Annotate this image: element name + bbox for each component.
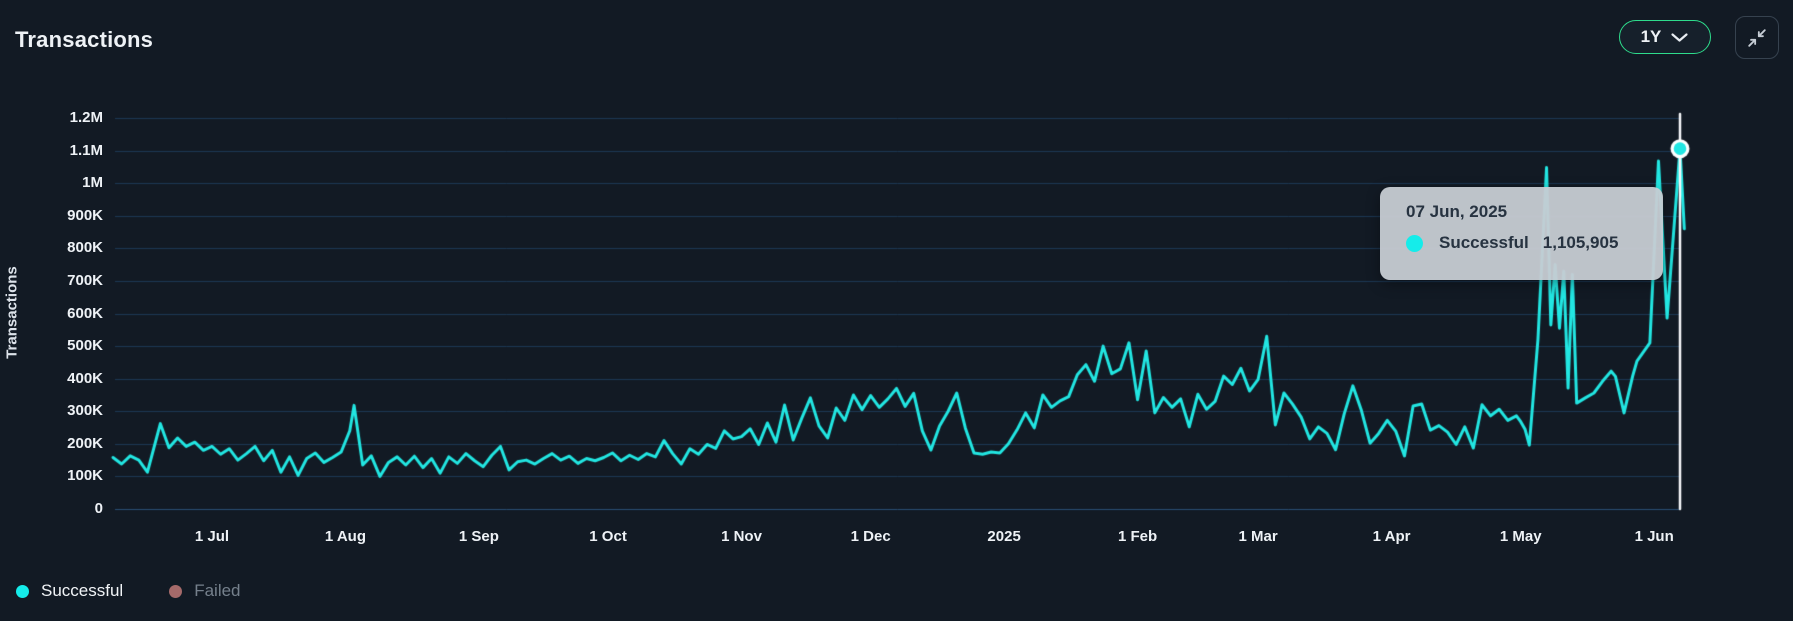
y-tick-label: 100K <box>67 467 103 485</box>
successful-legend-dot-icon <box>16 584 29 598</box>
y-tick-label: 1M <box>82 174 103 192</box>
chart-legend: Successful Failed <box>16 581 241 601</box>
x-tick-label: 1 Jun <box>1634 528 1674 545</box>
legend-label-failed: Failed <box>194 581 241 600</box>
successful-series-dot-icon <box>1406 234 1423 252</box>
y-tick-label: 1.2M <box>69 109 103 126</box>
x-tick-label: 1 Nov <box>721 528 762 545</box>
x-tick-label: 1 Sep <box>458 528 499 545</box>
x-tick-label: 1 May <box>1499 528 1542 545</box>
y-tick-label: 200K <box>67 434 103 452</box>
y-tick-label: 800K <box>67 239 103 257</box>
x-tick-label: 1 Oct <box>589 528 627 545</box>
x-tick-label: 2025 <box>987 528 1021 545</box>
legend-item-failed[interactable]: Failed <box>169 581 241 601</box>
x-tick-label: 1 Dec <box>850 528 891 545</box>
y-tick-label: 1.1M <box>69 141 103 159</box>
y-tick-label: 600K <box>67 304 103 322</box>
x-tick-label: 1 Apr <box>1372 528 1411 545</box>
x-tick-label: 1 Aug <box>324 528 367 545</box>
legend-label-successful: Successful <box>41 581 124 600</box>
y-tick-label: 300K <box>67 402 103 420</box>
y-tick-label: 0 <box>94 500 103 517</box>
x-tick-label: 1 Mar <box>1238 528 1278 545</box>
tooltip-series-row: Successful 1,105,905 <box>1406 233 1641 253</box>
tooltip-series-value: 1,105,905 <box>1542 233 1619 252</box>
chart-tooltip: 07 Jun, 2025 Successful 1,105,905 <box>1380 187 1663 280</box>
y-tick-label: 900K <box>67 206 103 224</box>
y-tick-label: 500K <box>67 337 103 355</box>
x-tick-label: 1 Jul <box>194 528 230 545</box>
y-tick-label: 700K <box>67 271 103 289</box>
legend-item-successful[interactable]: Successful <box>16 581 123 601</box>
y-tick-label: 400K <box>67 369 103 387</box>
x-tick-label: 1 Feb <box>1117 528 1158 545</box>
tooltip-date: 07 Jun, 2025 <box>1406 202 1508 221</box>
tooltip-series-name: Successful <box>1439 233 1529 252</box>
failed-legend-dot-icon <box>169 584 183 598</box>
